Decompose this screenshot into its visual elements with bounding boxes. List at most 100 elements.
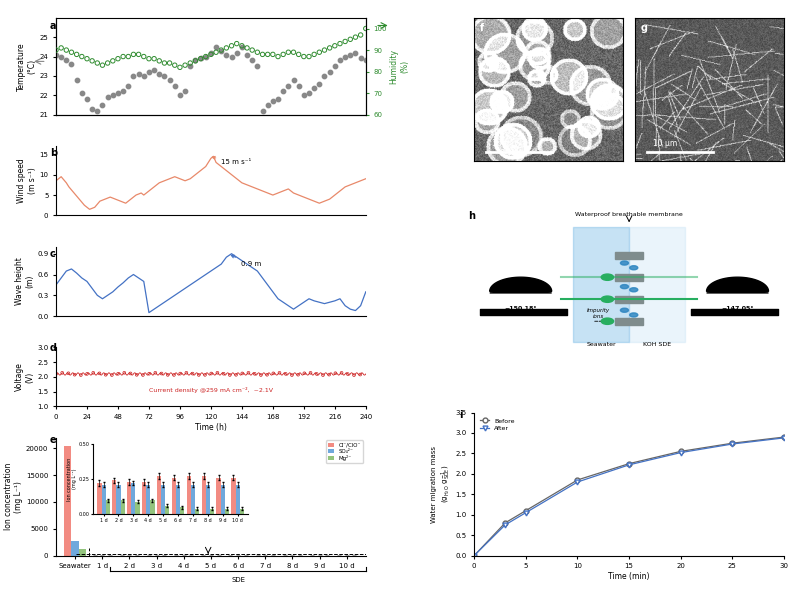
Line: Before: Before [472, 434, 786, 558]
Point [359, 56, 372, 65]
Point [96, 60, 109, 70]
Point [292, 370, 305, 379]
Y-axis label: Humidity
(%): Humidity (%) [390, 48, 409, 84]
Point [246, 56, 258, 65]
Point [235, 42, 248, 51]
Circle shape [621, 261, 629, 265]
Point [174, 369, 186, 378]
Point [198, 370, 211, 379]
After [500, 521, 510, 528]
Point [322, 370, 335, 379]
Text: KOH SDE: KOH SDE [643, 342, 671, 348]
Point [298, 90, 310, 100]
Point [117, 87, 130, 96]
Point [277, 87, 290, 96]
Point [158, 59, 171, 68]
Point [180, 368, 193, 378]
Point [211, 368, 224, 378]
Point [349, 48, 362, 57]
Point [251, 47, 264, 57]
Point [286, 371, 298, 380]
Point [168, 81, 181, 90]
Y-axis label: Ion concentration
(mg L⁻¹): Ion concentration (mg L⁻¹) [4, 463, 23, 530]
Point [65, 60, 78, 69]
Legend: Before, After: Before, After [478, 415, 518, 433]
Point [75, 89, 88, 98]
Point [292, 50, 305, 59]
Point [354, 370, 366, 379]
Point [70, 50, 83, 59]
Point [318, 46, 331, 55]
Point [277, 50, 290, 59]
Circle shape [621, 308, 629, 312]
Point [75, 52, 88, 61]
Point [142, 67, 155, 77]
Point [230, 39, 243, 48]
Point [178, 87, 191, 96]
Text: 10 μm: 10 μm [653, 139, 677, 148]
Point [142, 54, 155, 63]
Circle shape [602, 296, 614, 303]
Point [349, 33, 362, 42]
Point [163, 75, 176, 85]
Before [500, 519, 510, 527]
Point [54, 52, 67, 61]
Point [54, 43, 67, 53]
Point [111, 89, 124, 98]
Text: 0.9 m: 0.9 m [231, 255, 261, 267]
Polygon shape [706, 277, 769, 293]
Point [210, 47, 222, 57]
Point [267, 369, 280, 378]
Point [122, 52, 134, 61]
Point [273, 368, 286, 378]
Point [262, 50, 274, 59]
Point [99, 370, 112, 379]
Point [86, 56, 98, 66]
Point [246, 46, 258, 55]
Point [329, 41, 342, 50]
Point [338, 37, 351, 46]
Text: Seawater: Seawater [586, 342, 616, 348]
Point [323, 43, 336, 53]
Y-axis label: Water migration mass
(g$_{\mathregular{H_2O}}$ g$_{\mathregular{SDE}}^{-1}$): Water migration mass (g$_{\mathregular{H… [431, 446, 453, 522]
Point [215, 46, 228, 55]
Point [199, 52, 212, 61]
Text: 10 μm: 10 μm [492, 139, 516, 148]
Point [60, 46, 73, 55]
Point [162, 370, 174, 379]
Point [266, 50, 279, 59]
Point [313, 79, 326, 89]
Point [87, 368, 100, 378]
Point [56, 368, 69, 378]
Point [248, 369, 261, 378]
Circle shape [630, 266, 638, 270]
FancyBboxPatch shape [615, 296, 643, 303]
Point [329, 61, 342, 71]
Point [251, 61, 264, 71]
FancyBboxPatch shape [615, 252, 643, 259]
Point [96, 100, 109, 110]
Point [91, 106, 104, 116]
Y-axis label: Temperature
(°C): Temperature (°C) [18, 42, 37, 90]
Bar [64, 446, 71, 556]
Point [287, 75, 300, 85]
Point [184, 59, 197, 68]
Point [192, 370, 205, 379]
Point [298, 52, 310, 61]
Point [68, 370, 81, 379]
Point [272, 95, 285, 104]
Point [329, 368, 342, 378]
Point [194, 54, 207, 63]
Point [279, 369, 292, 379]
Point [132, 69, 145, 79]
Point [242, 368, 255, 378]
Before [521, 507, 530, 514]
After [521, 509, 530, 516]
Point [205, 48, 218, 57]
Point [122, 81, 134, 90]
Point [158, 72, 171, 81]
Point [310, 369, 323, 379]
Point [323, 67, 336, 77]
Point [194, 54, 207, 63]
Point [62, 369, 75, 378]
